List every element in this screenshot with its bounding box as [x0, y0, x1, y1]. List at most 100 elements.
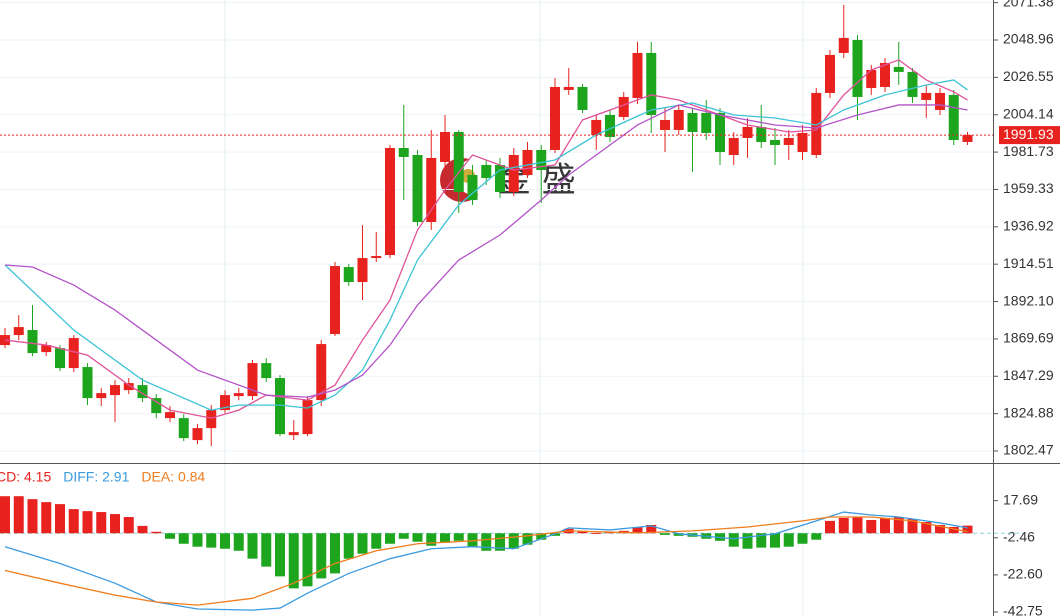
- legend-entry: DIFF: 2.91: [63, 469, 129, 485]
- legend-entry: DEA: 0.84: [141, 469, 205, 485]
- macd-line: [4, 516, 968, 606]
- macd-bar: [398, 533, 409, 539]
- macd-bar: [728, 533, 739, 547]
- candle-body: [508, 154, 519, 192]
- y-tick-label: 1847.29: [1003, 367, 1054, 383]
- candle-body: [728, 137, 739, 155]
- macd-bar: [357, 533, 368, 554]
- macd-bar: [481, 533, 492, 551]
- candle-body: [426, 157, 437, 223]
- candle-body: [797, 132, 808, 152]
- macd-bar: [178, 533, 189, 544]
- macd-line: [4, 511, 968, 611]
- macd-bar: [632, 526, 643, 534]
- candle-body: [440, 131, 450, 162]
- last-price-label: 1991.93: [1003, 126, 1054, 142]
- candle-body: [467, 174, 478, 201]
- candle-body: [371, 256, 382, 259]
- macd-bar: [96, 512, 107, 534]
- macd-bar: [151, 531, 162, 534]
- candle-body: [687, 112, 698, 132]
- macd-bar: [0, 496, 10, 534]
- macd-bar: [110, 514, 120, 534]
- candle-body: [618, 96, 629, 117]
- macd-bar: [426, 533, 437, 546]
- macd-bar: [288, 533, 299, 589]
- candle-body: [563, 86, 574, 90]
- y-tick-label: 1892.10: [1003, 292, 1054, 308]
- macd-bar: [412, 533, 423, 542]
- candle-body: [591, 119, 602, 135]
- candle-body: [921, 92, 932, 100]
- macd-bar: [811, 533, 822, 540]
- candle-body: [495, 164, 505, 192]
- macd-bar: [27, 499, 38, 534]
- candle-body: [866, 69, 877, 88]
- candle-body: [247, 363, 258, 397]
- candle-body: [825, 54, 835, 93]
- candle-body: [192, 428, 203, 441]
- candle-body: [275, 378, 285, 435]
- candle-body: [715, 112, 725, 152]
- macd-bar: [495, 533, 505, 551]
- candle-body: [82, 367, 93, 399]
- macd-bar: [275, 533, 285, 577]
- candle-body: [522, 149, 533, 175]
- candle-body: [398, 147, 409, 157]
- candle-body: [673, 109, 684, 130]
- macd-bar: [206, 533, 217, 548]
- date-separators: [224, 0, 804, 616]
- macd-bar: [797, 533, 808, 544]
- candle-body: [357, 258, 368, 283]
- macd-bar: [165, 533, 175, 539]
- candle-body: [412, 154, 423, 223]
- candle-body: [962, 135, 973, 142]
- moving-average: [4, 79, 968, 411]
- macd-bar: [137, 525, 148, 534]
- y-tick-label: 1824.88: [1003, 404, 1054, 420]
- macd-bar: [550, 533, 560, 536]
- y-tick-label: 1959.33: [1003, 180, 1054, 196]
- candle-body: [123, 383, 134, 391]
- macd-bar: [41, 502, 52, 534]
- macd-bar: [893, 517, 904, 534]
- candle-body: [646, 52, 657, 115]
- y-tick-label: -22.60: [1003, 566, 1043, 582]
- macd-bar: [935, 524, 945, 534]
- candle-body: [838, 37, 849, 53]
- y-tick-label: 1936.92: [1003, 218, 1054, 234]
- candle-body: [605, 114, 615, 137]
- candle-body: [756, 126, 767, 142]
- macd-bar: [962, 525, 973, 534]
- candle-body: [907, 71, 918, 97]
- candle-body: [453, 131, 464, 192]
- macd-bar: [68, 509, 79, 534]
- candle-body: [110, 385, 120, 396]
- candle-body: [261, 363, 272, 379]
- y-tick-label: 1914.51: [1003, 255, 1054, 271]
- candle-body: [660, 119, 670, 130]
- macd-bar: [247, 533, 258, 559]
- macd-bar: [343, 533, 354, 559]
- candle-body: [550, 86, 560, 150]
- candle-body: [783, 137, 794, 145]
- candle-body: [385, 147, 395, 256]
- candle-body: [220, 395, 230, 411]
- candle-body: [288, 432, 299, 436]
- macd-bar: [838, 517, 849, 534]
- candle-body: [701, 112, 712, 133]
- y-tick-label: 1869.69: [1003, 330, 1054, 346]
- y-tick-label: 2048.96: [1003, 31, 1054, 47]
- macd-bar: [220, 533, 230, 549]
- macd-bar: [233, 533, 244, 551]
- candle-body: [165, 412, 175, 419]
- macd-bar: [866, 519, 877, 534]
- macd-bar: [536, 533, 547, 540]
- macd-bar: [948, 526, 959, 534]
- y-tick-label: 2026.55: [1003, 68, 1054, 84]
- y-tick-label: 1981.73: [1003, 143, 1054, 159]
- y-tick-label: 17.69: [1003, 491, 1038, 507]
- macd-bar: [82, 511, 93, 534]
- macd-bar: [440, 533, 450, 543]
